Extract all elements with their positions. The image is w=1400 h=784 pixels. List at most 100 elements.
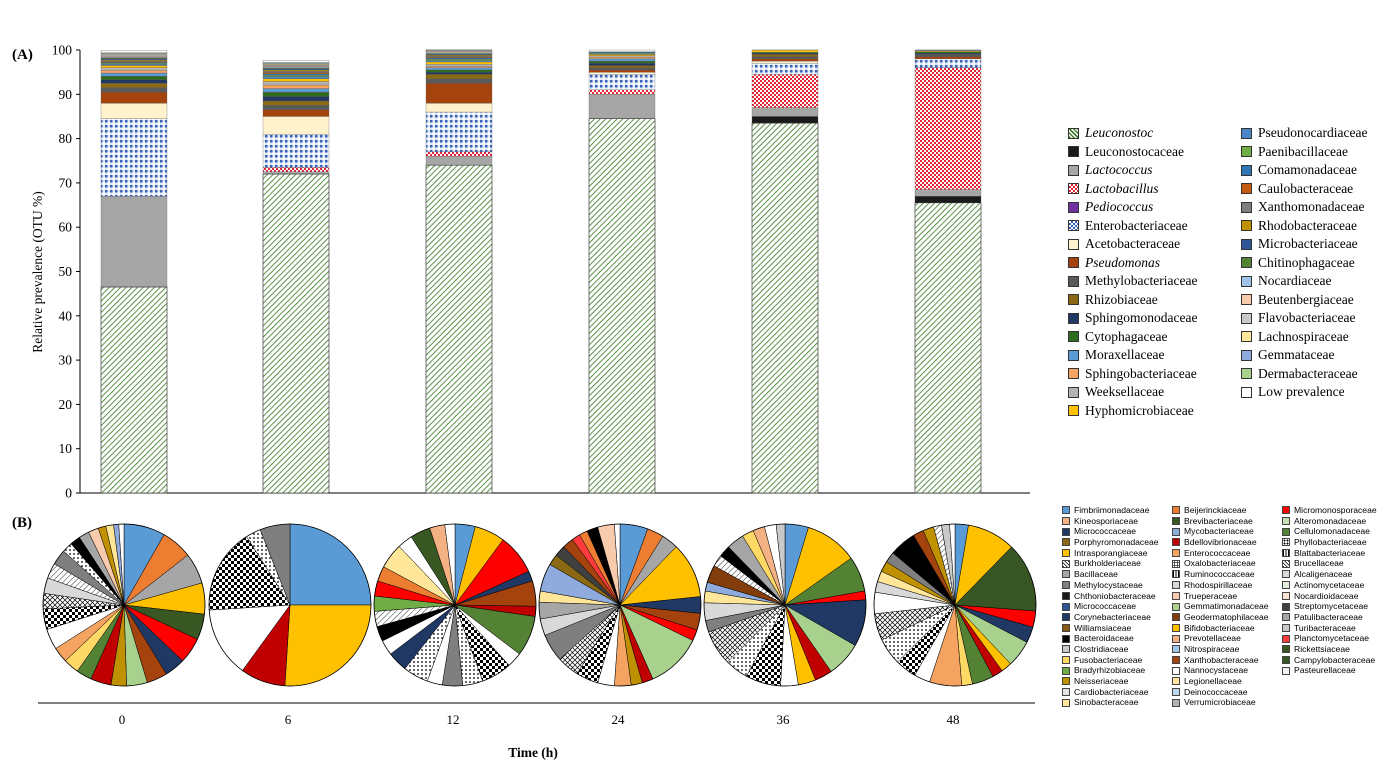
bar-segment-leuconostoc bbox=[588, 118, 656, 494]
legend-label: Deinococcaceae bbox=[1184, 686, 1248, 697]
legend-label: Ruminococcaceae bbox=[1184, 569, 1255, 580]
bar-segment-weeksellaceae bbox=[425, 64, 493, 67]
bar-segment-weeksellaceae bbox=[100, 67, 168, 71]
bar-segment-lactococcus bbox=[914, 189, 982, 197]
pie-legend-item-phyllobacteriaceae: Phyllobacteriaceae bbox=[1282, 537, 1377, 548]
legend-swatch bbox=[1062, 645, 1070, 654]
bar-stack-36h bbox=[751, 49, 819, 494]
legend-swatch bbox=[1241, 201, 1252, 213]
bar-segment-sphingomonodaceae bbox=[914, 52, 982, 55]
bar-segment-hyphomicrobiaceae bbox=[262, 78, 330, 82]
legend-label: Pseudonocardiaceae bbox=[1258, 125, 1368, 140]
legend-swatch bbox=[1172, 613, 1180, 622]
time-tick-label-24: 24 bbox=[612, 712, 626, 727]
pie-legend-item-planctomycetaceae: Planctomycetaceae bbox=[1282, 633, 1377, 644]
bar-segment-lactobacillus bbox=[588, 89, 656, 95]
pie-legend-item-alteromonadaceae: Alteromonadaceae bbox=[1282, 516, 1377, 527]
legend-label: Rickettsiaceae bbox=[1294, 643, 1350, 654]
pie-6h bbox=[208, 523, 372, 687]
bar-segment-rhizobiaceae bbox=[425, 74, 493, 79]
pie-legend-item-bradyrhizobiaceae: Bradyrhizobiaceae bbox=[1062, 665, 1159, 676]
bar-segment-weeksellaceae bbox=[588, 55, 656, 58]
legend-item-enterobacteriaceae: Enterobacteriaceae bbox=[1068, 217, 1197, 236]
bar-segment-sphingomonodaceae bbox=[751, 52, 819, 55]
legend-item-beutenbergiaceae: Beutenbergiaceae bbox=[1241, 291, 1367, 310]
legend-swatch bbox=[1062, 559, 1070, 568]
pie-legend-item-nitrospiraceae: Nitrospiraceae bbox=[1172, 644, 1269, 655]
pie-legend-item-cellulomonadaceae: Cellulomonadaceae bbox=[1282, 526, 1377, 537]
pie-legend-item-patulibacteraceae: Patulibacteraceae bbox=[1282, 612, 1377, 623]
bar-segment-rhizobiaceae bbox=[262, 100, 330, 106]
legend-label: Methylobacteriaceae bbox=[1085, 273, 1198, 288]
bar-segment-sphingobacteriaceae bbox=[100, 70, 168, 74]
legend-swatch bbox=[1062, 613, 1070, 622]
pie-outline bbox=[873, 523, 1037, 687]
y-tick-label: 60 bbox=[59, 220, 73, 235]
legend-swatch bbox=[1241, 275, 1252, 287]
legend-swatch bbox=[1282, 570, 1290, 579]
bar-segment-pseudomonas bbox=[751, 58, 819, 62]
legend-swatch bbox=[1241, 386, 1252, 398]
bar-stack-48h bbox=[914, 49, 982, 494]
legend-swatch bbox=[1172, 623, 1180, 632]
legend-swatch bbox=[1172, 688, 1180, 697]
legend-label: Mycobacteriaceae bbox=[1184, 526, 1254, 537]
bar-segment-leuconostoc bbox=[914, 202, 982, 494]
bar-segment-cytophagaceae bbox=[100, 75, 168, 80]
legend-label: Lactobacillus bbox=[1085, 180, 1159, 196]
pie-0h bbox=[42, 523, 206, 687]
bar-outline bbox=[588, 118, 656, 494]
legend-swatch bbox=[1241, 312, 1252, 324]
pie-legend-item-mycobacteriaceae: Mycobacteriaceae bbox=[1172, 526, 1269, 537]
bar-segment-cytophagaceae bbox=[588, 60, 656, 64]
legend-swatch bbox=[1062, 538, 1070, 547]
legend-swatch bbox=[1282, 613, 1290, 622]
legend-label: Campylobacteraceae bbox=[1294, 654, 1376, 665]
bar-segment-rhizobiaceae bbox=[588, 65, 656, 68]
pie-legend-item-fimbriimonadaceae: Fimbriimonadaceae bbox=[1062, 505, 1159, 516]
legend-label: Xanthomonadaceae bbox=[1258, 199, 1365, 214]
legend-item-comamonadaceae: Comamonadaceae bbox=[1241, 161, 1367, 180]
pie-48h bbox=[873, 523, 1037, 687]
legend-label: Sinobacteraceae bbox=[1074, 697, 1139, 708]
time-tick-label-6: 6 bbox=[285, 712, 292, 727]
pie-legend-item-enterococcaceae: Enterococcaceae bbox=[1172, 548, 1269, 559]
pie-legend-item-streptomycetaceae: Streptomycetaceae bbox=[1282, 601, 1377, 612]
bar-segment-leuconostoc bbox=[425, 165, 493, 494]
bar-segment-low-prevalence bbox=[588, 49, 656, 52]
bar-segment-leuconostocaceae bbox=[914, 196, 982, 203]
bar-segment-lactobacillus bbox=[751, 74, 819, 108]
legend-label: Blattabacteriaceae bbox=[1294, 547, 1366, 558]
legend-label: Actinomycetaceae bbox=[1294, 579, 1365, 590]
legend-swatch bbox=[1172, 645, 1180, 654]
legend-swatch bbox=[1241, 294, 1252, 306]
legend-label: Bradyrhizobiaceae bbox=[1074, 665, 1146, 676]
pie-legend-item-cardiobacteriaceae: Cardiobacteriaceae bbox=[1062, 687, 1159, 698]
legend-swatch bbox=[1282, 559, 1290, 568]
legend-swatch bbox=[1068, 257, 1079, 269]
panel-b-label: (B) bbox=[12, 515, 32, 531]
legend-label: Alteromonadaceae bbox=[1294, 515, 1367, 526]
legend-swatch bbox=[1172, 538, 1180, 547]
legend-label: Williamsiaceae bbox=[1074, 622, 1132, 633]
pie-legend-item-corynebacteriaceae: Corynebacteriaceae bbox=[1062, 612, 1159, 623]
bar-segment-lactococcus bbox=[262, 171, 330, 175]
legend-swatch bbox=[1062, 623, 1070, 632]
legend-swatch bbox=[1241, 238, 1252, 250]
bar-segment-rhizobiaceae bbox=[751, 54, 819, 57]
pie-legend-item-bacillaceae: Bacillaceae bbox=[1062, 569, 1159, 580]
legend-item-pediococcus: Pediococcus bbox=[1068, 198, 1197, 217]
legend-swatch bbox=[1172, 549, 1180, 558]
bar-segment-cytophagaceae bbox=[425, 69, 493, 73]
time-tick-label-12: 12 bbox=[447, 712, 460, 727]
legend-swatch bbox=[1241, 331, 1252, 343]
legend-swatch bbox=[1172, 666, 1180, 675]
pie-legend-item-fusobacteriaceae: Fusobacteriaceae bbox=[1062, 655, 1159, 666]
legend-item-leuconostocaceae: Leuconostocaceae bbox=[1068, 143, 1197, 162]
legend-item-moraxellaceae: Moraxellaceae bbox=[1068, 346, 1197, 365]
bar-segment-rhizobiaceae bbox=[100, 83, 168, 88]
bar-chart-axes: 0 10 20 30 40 50 60 70 80 90 100 bbox=[52, 43, 1030, 501]
legend-swatch bbox=[1241, 183, 1252, 195]
pie-legend-item-prevotellaceae: Prevotellaceae bbox=[1172, 633, 1269, 644]
pie-legend-item-ruminococcaceae: Ruminococcaceae bbox=[1172, 569, 1269, 580]
